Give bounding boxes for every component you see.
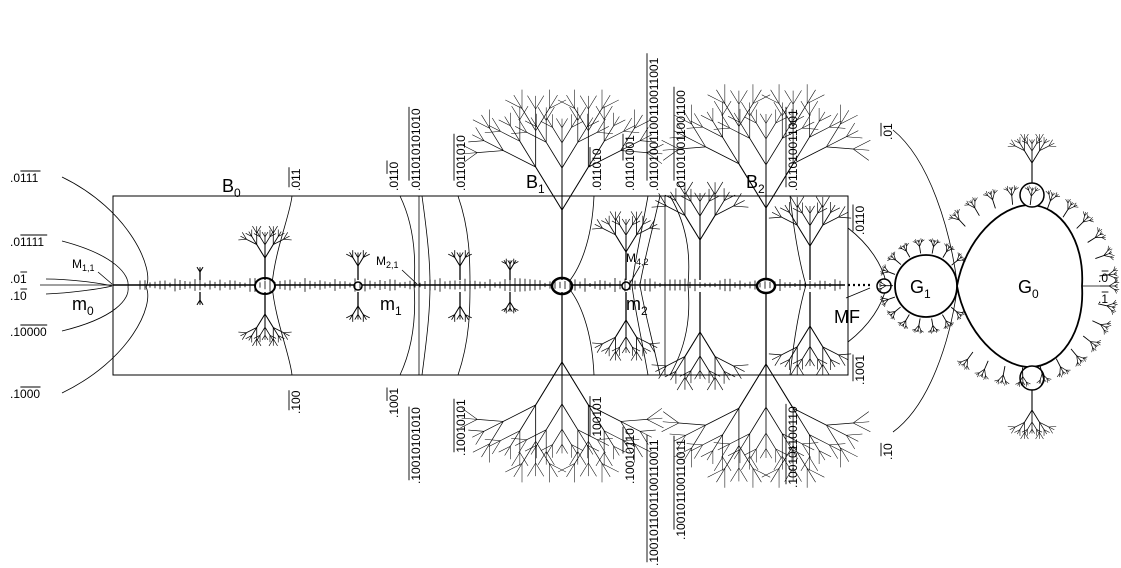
angle-right-4: .0 [1098,270,1109,285]
label-B2: B2 [746,172,765,196]
angle-top-6: .01101001100110011001 [646,53,661,191]
label-MF: MF [834,307,860,327]
angle-top-1: .0110 [386,160,401,191]
svg-text:.011: .011 [289,168,303,191]
svg-text:.01: .01 [10,272,27,286]
angle-top-0: .011 [288,167,303,191]
svg-text:.1001: .1001 [853,355,867,385]
svg-text:.10: .10 [881,443,895,460]
angle-left-3: .10 [10,288,28,303]
angle-top-3: .01101010 [453,133,468,191]
angle-right-2: .01 [880,122,895,140]
angle-top-8: .011010011001 [785,106,800,191]
svg-text:.0: .0 [1098,271,1108,285]
svg-text:.01111: .01111 [10,235,44,249]
angle-left-4: .10000 [10,324,48,339]
svg-text:.011010011001100: .011010011001100 [674,90,688,191]
angle-top-7: .011010011001100 [673,86,688,191]
angle-left-2: .01 [10,271,28,286]
angle-top-2: .011010101010 [408,106,423,191]
angle-bottom-2: .10010101010 [408,406,423,484]
label-B1: B1 [526,172,545,196]
angle-labels: .0111 .01111 .01 .10 .10000 .1000 .011 .0110 .01… [10,53,1109,566]
label-M11: M1,1 [72,257,95,273]
angle-top-5: .01101001 [622,133,637,191]
svg-text:.1001: .1001 [387,388,401,418]
svg-text:.100: .100 [289,390,303,414]
angle-left-0: .0111 [10,170,41,185]
label-m0: m0 [72,294,94,318]
svg-text:.01101001: .01101001 [623,135,637,191]
svg-text:.1000: .1000 [10,387,40,401]
svg-text:.10000: .10000 [10,325,47,339]
svg-text:.0111: .0111 [10,171,39,185]
svg-text:.1: .1 [1098,292,1108,306]
label-G0: G0 [1018,277,1039,301]
svg-text:.01101001100110011001: .01101001100110011001 [647,57,661,191]
angle-left-1: .01111 [10,234,48,249]
label-m1: m1 [380,294,402,318]
svg-text:.10010101: .10010101 [454,399,468,456]
svg-text:.011010101010: .011010101010 [409,108,423,191]
angle-bottom-7: .100101100110011 [673,435,688,540]
label-M42: M4,2 [626,251,649,267]
label-G1: G1 [910,277,931,301]
svg-text:.10010110: .10010110 [623,428,637,484]
angle-bottom-8: .100101100110 [785,403,800,488]
region-labels: B0 B1 B2 m0 m1 m2 M1,1 M2,1 M4,2 G1 G0 M… [72,172,1039,327]
angle-right-1: .1001 [852,354,867,385]
svg-text:.0110: .0110 [387,162,401,191]
label-m2: m2 [626,294,648,318]
svg-text:.01: .01 [881,123,895,140]
angle-left-5: .1000 [10,386,41,401]
angle-bottom-4: .100101 [589,396,604,440]
label-M21: M2,1 [376,254,399,270]
angle-bottom-1: .1001 [386,387,401,418]
angle-bottom-3: .10010101 [453,398,468,456]
svg-text:.100101100110: .100101100110 [786,406,800,488]
angle-top-4: .011010 [589,147,604,191]
svg-text:.1001011001100110011: .1001011001100110011 [647,439,661,566]
angle-right-5: .1 [1098,291,1109,306]
svg-text:.100101100110011: .100101100110011 [674,439,688,540]
svg-text:.0110: .0110 [853,206,867,235]
svg-text:.100101: .100101 [590,396,604,440]
angle-bottom-0: .100 [288,390,303,414]
svg-text:.10010101010: .10010101010 [409,407,423,484]
svg-text:.01101010: .01101010 [454,135,468,191]
fractal-shapes [139,84,1120,488]
angle-right-0: .0110 [852,204,867,235]
svg-text:.011010: .011010 [590,148,604,191]
angle-bottom-6: .1001011001100110011 [646,435,661,566]
svg-text:.011010011001: .011010011001 [786,109,800,191]
svg-text:.10: .10 [10,289,27,303]
label-B0: B0 [222,176,241,200]
angle-bottom-5: .10010110 [622,426,637,484]
angle-right-3: .10 [880,442,895,460]
